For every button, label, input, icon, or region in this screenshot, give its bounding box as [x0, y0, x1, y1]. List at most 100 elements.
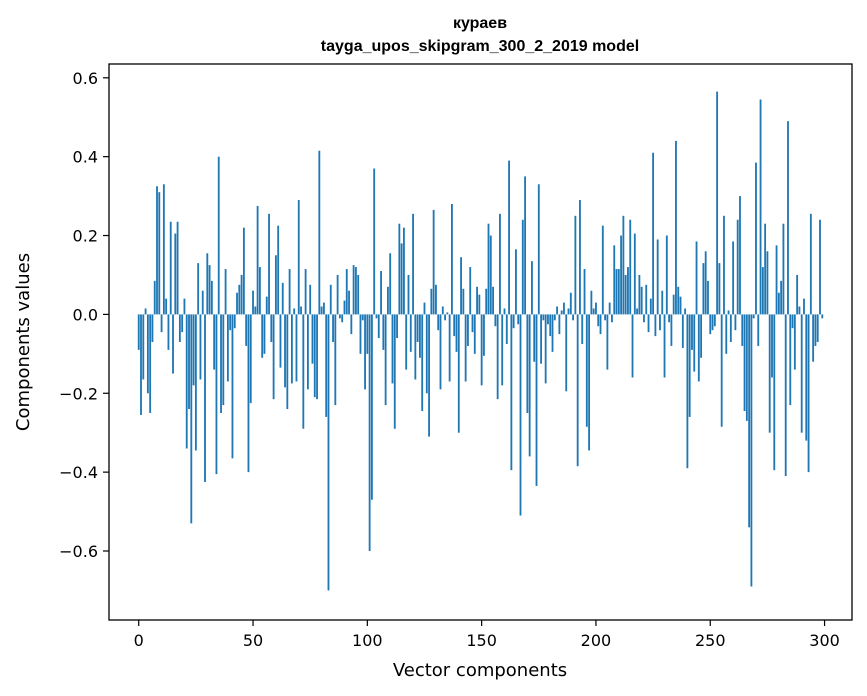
bar — [400, 243, 403, 315]
bar — [352, 265, 355, 315]
bar — [476, 286, 478, 315]
bar — [494, 314, 497, 327]
bar — [620, 235, 623, 315]
bar — [551, 314, 554, 352]
bar — [357, 274, 360, 315]
bar — [604, 314, 607, 321]
bar — [759, 99, 762, 315]
bar — [473, 314, 476, 354]
bar — [782, 223, 785, 315]
bar — [807, 314, 810, 473]
bar — [638, 274, 641, 315]
bar — [590, 290, 593, 315]
bar — [238, 284, 241, 315]
y-tick-label: 0.2 — [73, 227, 98, 246]
bar — [361, 314, 364, 321]
bar — [752, 314, 755, 319]
bar — [359, 314, 362, 354]
bar — [158, 192, 161, 315]
bar — [242, 227, 245, 315]
x-axis-label: Vector components — [393, 660, 567, 681]
bar — [711, 314, 714, 331]
bar — [681, 314, 684, 348]
bar — [691, 314, 693, 350]
bar — [734, 314, 737, 331]
bar — [215, 314, 218, 475]
x-tick-label: 100 — [352, 631, 383, 650]
bar — [480, 314, 483, 386]
bar — [592, 308, 595, 315]
bar — [274, 255, 277, 315]
chart-title: кураев — [453, 15, 507, 32]
bar — [403, 227, 405, 315]
bar — [750, 314, 753, 587]
bar — [549, 314, 552, 337]
bar — [544, 314, 547, 384]
bar — [336, 274, 339, 315]
bar — [293, 308, 296, 315]
bar — [729, 314, 732, 342]
bar — [220, 314, 222, 413]
bar — [558, 314, 561, 335]
bar — [533, 314, 536, 362]
bar — [224, 269, 227, 315]
bar — [432, 209, 435, 315]
bar — [743, 314, 746, 412]
bar — [146, 314, 149, 394]
bar — [210, 280, 213, 315]
bar — [206, 253, 209, 315]
bar — [771, 314, 773, 378]
bar — [697, 314, 700, 382]
bar — [140, 314, 142, 415]
bar — [576, 314, 579, 467]
bar — [665, 235, 668, 315]
bar — [588, 314, 591, 451]
bar — [483, 314, 485, 356]
bar — [629, 219, 632, 315]
bar — [695, 241, 698, 315]
bar — [142, 314, 145, 380]
bar — [229, 314, 232, 331]
bar — [670, 314, 673, 346]
bar — [798, 306, 801, 315]
bar — [441, 306, 444, 315]
bar — [190, 314, 193, 524]
bar — [176, 221, 179, 315]
y-tick-label: 0.4 — [73, 148, 98, 167]
bar — [306, 314, 309, 390]
bar — [528, 314, 531, 457]
bar — [405, 314, 408, 370]
bar — [517, 314, 520, 325]
bar — [201, 290, 204, 315]
bar — [398, 223, 401, 315]
bar — [174, 233, 177, 315]
bar — [761, 267, 764, 315]
x-tick-label: 150 — [466, 631, 497, 650]
bar — [636, 308, 639, 315]
bar — [613, 245, 616, 315]
y-tick-label: −0.4 — [59, 463, 98, 482]
bar — [377, 314, 380, 339]
bar — [295, 314, 298, 382]
bar — [345, 269, 348, 315]
bar — [204, 314, 206, 482]
bar — [416, 314, 419, 342]
bar — [284, 314, 286, 388]
bar — [766, 251, 769, 315]
bar — [693, 314, 696, 372]
bar — [151, 314, 154, 342]
bar — [581, 314, 584, 344]
bar — [149, 314, 152, 413]
bar — [661, 290, 664, 315]
bar — [316, 314, 318, 400]
bar — [366, 314, 369, 354]
bar — [423, 302, 426, 315]
bar — [707, 280, 709, 315]
x-tick-label: 200 — [581, 631, 612, 650]
bar — [144, 308, 147, 315]
bar — [261, 314, 264, 358]
bar — [736, 219, 739, 315]
bar — [720, 314, 723, 427]
bar — [631, 314, 634, 378]
bar — [723, 215, 725, 315]
